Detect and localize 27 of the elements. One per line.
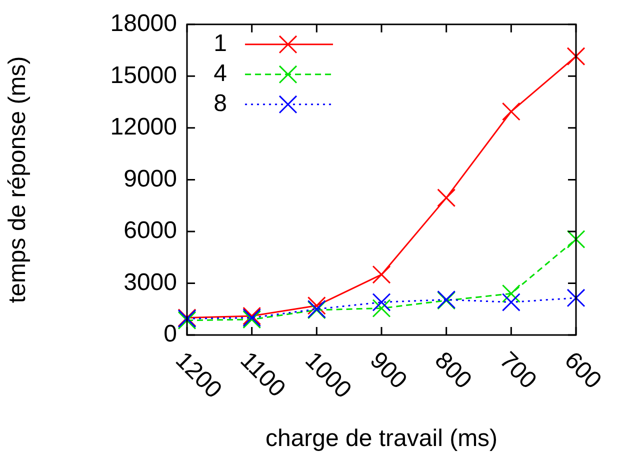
point [566,288,586,308]
x-axis-title: charge de travail (ms) [265,425,498,452]
point [502,284,520,303]
y-tick-label: 0 [164,320,177,348]
legend-label: 8 [214,90,227,118]
x-tick-label: 900 [364,346,412,394]
legend-label: 4 [214,60,227,88]
y-tick-label: 6000 [124,217,177,244]
y-tick-label: 9000 [124,165,177,192]
point [372,265,391,284]
y-tick-label: 12000 [110,114,177,141]
x-tick-label: 800 [429,346,477,394]
point [502,292,520,312]
x-tick-label: 600 [559,346,606,394]
point [566,230,586,248]
point [437,188,456,208]
y-tick-label: 15000 [110,62,177,89]
point [502,102,520,121]
point [372,292,391,312]
point [372,299,391,318]
y-tick-label: 3000 [124,268,177,296]
point [566,47,586,66]
x-tick-label: 700 [494,346,542,394]
point [307,296,326,315]
y-tick-label: 18000 [110,10,177,38]
legend-label: 1 [214,30,227,58]
y-axis-title: temps de réponse (ms) [4,56,32,304]
